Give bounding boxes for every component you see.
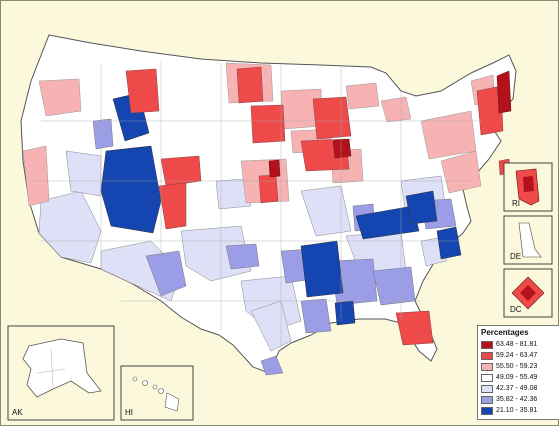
legend-range-label: 59.24 - 63.47	[496, 352, 538, 359]
legend-range-label: 42.37 - 49.08	[496, 385, 538, 392]
legend-range-label: 21.10 - 35.81	[496, 407, 538, 414]
legend-item: 49.09 - 55.49	[481, 372, 557, 383]
inset-dc-label: DC	[510, 305, 522, 314]
legend-item: 59.24 - 63.47	[481, 350, 557, 361]
class-63-81-regions	[268, 70, 512, 178]
legend-swatch	[481, 362, 493, 371]
inset-de-label: DE	[510, 252, 522, 261]
inset-hi-box	[120, 365, 194, 421]
legend-item: 35.82 - 42.36	[481, 394, 557, 405]
inset-de-shape	[518, 222, 542, 258]
map-legend: Percentages 63.48 - 81.81 59.24 - 63.47 55…	[477, 325, 559, 420]
legend-swatch	[481, 384, 493, 393]
inset-ri-label: RI	[512, 199, 520, 208]
region-borders	[31, 61, 481, 351]
legend-title: Percentages	[481, 328, 529, 337]
inset-hi-shape	[132, 376, 180, 412]
class-59-63-regions	[125, 66, 511, 346]
legend-item: 63.48 - 81.81	[481, 339, 557, 350]
inset-ak-label: AK	[12, 408, 23, 417]
inset-hi-label: HI	[125, 408, 133, 417]
legend-range-label: 35.82 - 42.36	[496, 396, 538, 403]
legend-range-label: 63.48 - 81.81	[496, 341, 538, 348]
legend-swatch	[481, 373, 493, 382]
legend-item: 42.37 - 49.08	[481, 383, 557, 394]
legend-range-label: 55.50 - 59.23	[496, 363, 538, 370]
legend-item: 55.50 - 59.23	[481, 361, 557, 372]
legend-range-label: 49.09 - 55.49	[496, 374, 538, 381]
inset-ak-shape	[22, 338, 102, 398]
legend-rows: 63.48 - 81.81 59.24 - 63.47 55.50 - 59.23 4…	[481, 339, 557, 416]
legend-swatch	[481, 351, 493, 360]
legend-item: 21.10 - 35.81	[481, 405, 557, 416]
legend-swatch	[481, 395, 493, 404]
legend-swatch	[481, 340, 493, 349]
legend-swatch	[481, 406, 493, 415]
